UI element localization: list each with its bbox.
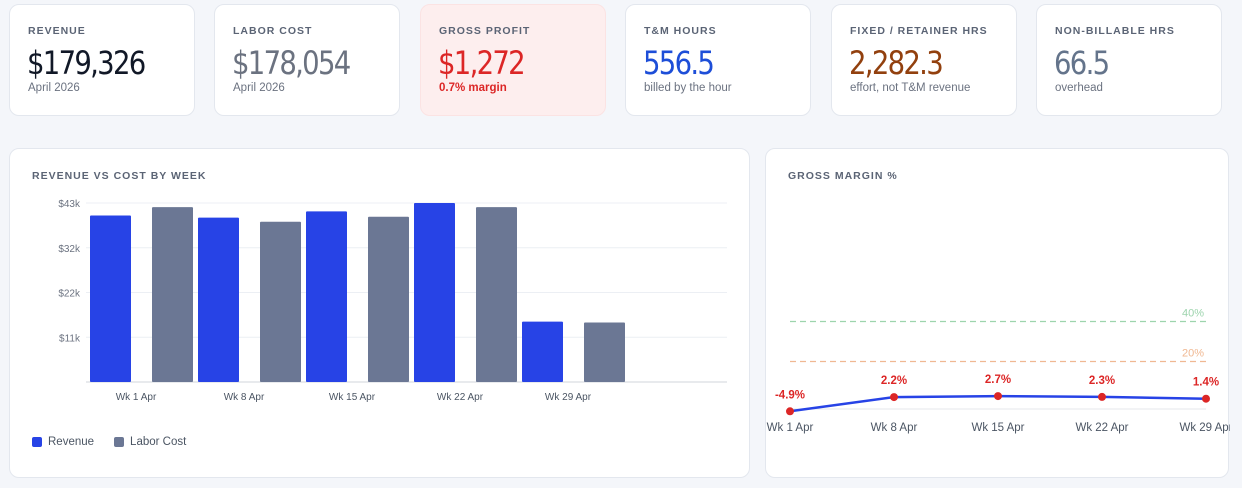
kpi-value: $1,272 <box>438 44 526 82</box>
kpi-subtext: 0.7% margin <box>439 82 507 94</box>
x-tick-label: Wk 8 Apr <box>224 392 265 403</box>
kpi-label: LABOR COST <box>233 25 313 37</box>
kpi-subtext: April 2026 <box>233 82 285 94</box>
y-tick-label: $11k <box>59 333 81 344</box>
x-tick-label: Wk 15 Apr <box>971 422 1024 434</box>
legend-item-revenue[interactable]: Revenue <box>32 436 94 448</box>
margin-point <box>994 392 1002 401</box>
labor-cost-bar <box>476 207 517 382</box>
revenue-bar <box>306 211 347 382</box>
kpi-subtext: billed by the hour <box>644 82 732 94</box>
revenue-vs-cost-chart: $43k $32k $22k $11k Wk 1 Apr Wk 8 Apr Wk 15 Ap… <box>58 199 727 403</box>
reference-line-label: 40% <box>1182 308 1204 320</box>
chart-legend: Revenue Labor Cost <box>32 436 186 448</box>
kpi-label: T&M HOURS <box>644 25 717 37</box>
margin-point <box>1098 392 1106 401</box>
gross-margin-panel: GROSS MARGIN % 40% 20% -4.9% Wk 1 Apr 2.2% Wk… <box>765 148 1230 478</box>
kpi-subtext: April 2026 <box>28 82 80 94</box>
kpi-value: 2,282.3 <box>849 44 944 82</box>
revenue-bar <box>414 203 455 382</box>
panel-title: GROSS MARGIN % <box>788 170 898 182</box>
legend-swatch <box>32 437 42 447</box>
revenue-bar <box>198 217 239 382</box>
kpi-gross-profit: GROSS PROFIT $1,272 0.7% margin <box>420 4 606 116</box>
y-tick-label: $32k <box>58 244 81 255</box>
legend-label: Revenue <box>48 436 95 448</box>
revenue-vs-cost-panel: REVENUE VS COST BY WEEK $43k $32k $22k $11k… <box>9 148 750 478</box>
data-label: 2.3% <box>1089 375 1115 387</box>
x-tick-label: Wk 1 Apr <box>116 392 157 403</box>
margin-point <box>786 407 794 416</box>
revenue-bar <box>90 215 131 382</box>
x-tick-label: Wk 22 Apr <box>1075 422 1128 434</box>
kpi-subtext: effort, not T&M revenue <box>850 82 971 94</box>
kpi-subtext: overhead <box>1055 82 1103 94</box>
legend-label: Labor Cost <box>130 436 187 448</box>
y-tick-label: $43k <box>58 199 81 210</box>
kpi-label: REVENUE <box>28 25 86 37</box>
data-label: 2.7% <box>985 374 1011 386</box>
gross-margin-chart: 40% 20% -4.9% Wk 1 Apr 2.2% Wk 8 Apr 2.7% Wk 15… <box>767 308 1230 435</box>
margin-point <box>890 393 898 402</box>
x-tick-label: Wk 22 Apr <box>437 392 484 403</box>
kpi-tm-hours: T&M HOURS 556.5 billed by the hour <box>625 4 811 116</box>
data-label: -4.9% <box>775 389 805 401</box>
y-tick-label: $22k <box>58 289 81 300</box>
kpi-labor-cost: LABOR COST $178,054 April 2026 <box>214 4 400 116</box>
panel-title: REVENUE VS COST BY WEEK <box>32 170 207 182</box>
labor-cost-bar <box>152 207 193 382</box>
kpi-label: GROSS PROFIT <box>439 25 531 37</box>
kpi-revenue: REVENUE $179,326 April 2026 <box>9 4 195 116</box>
labor-cost-bar <box>260 221 301 382</box>
kpi-value: 66.5 <box>1054 44 1110 82</box>
x-tick-label: Wk 29 Apr <box>545 392 592 403</box>
kpi-value: $178,054 <box>232 44 351 82</box>
legend-swatch <box>114 437 125 447</box>
data-label: 1.4% <box>1193 377 1219 389</box>
kpi-non-billable-hours: NON-BILLABLE HRS 66.5 overhead <box>1036 4 1222 116</box>
reference-line-label: 20% <box>1182 348 1204 360</box>
kpi-label: FIXED / RETAINER HRS <box>850 25 988 37</box>
data-label: 2.2% <box>881 375 907 387</box>
labor-cost-bar <box>368 216 409 382</box>
x-tick-label: Wk 1 Apr <box>767 422 814 434</box>
margin-point <box>1202 394 1210 403</box>
kpi-fixed-retainer-hours: FIXED / RETAINER HRS 2,282.3 effort, not… <box>831 4 1017 116</box>
revenue-bar <box>522 321 563 382</box>
kpi-value: 556.5 <box>643 44 715 82</box>
x-tick-label: Wk 29 Apr <box>1179 422 1230 434</box>
kpi-label: NON-BILLABLE HRS <box>1055 25 1175 37</box>
x-tick-label: Wk 15 Apr <box>329 392 376 403</box>
labor-cost-bar <box>584 322 625 382</box>
kpi-value: $179,326 <box>27 44 146 82</box>
legend-item-labor-cost[interactable]: Labor Cost <box>114 436 186 448</box>
x-tick-label: Wk 8 Apr <box>871 422 918 434</box>
